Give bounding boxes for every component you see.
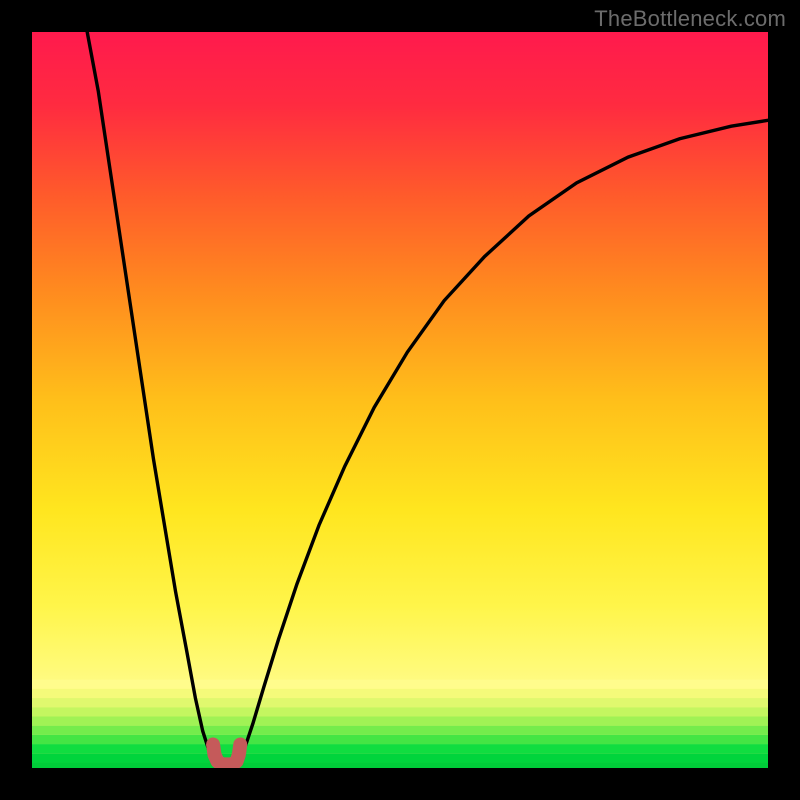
watermark-text: TheBottleneck.com <box>594 6 786 32</box>
bottom-color-bands <box>32 680 768 768</box>
chart-plot-area <box>32 32 768 768</box>
gradient-background <box>32 32 768 768</box>
chart-outer-frame: TheBottleneck.com <box>0 0 800 800</box>
chart-svg <box>32 32 768 768</box>
